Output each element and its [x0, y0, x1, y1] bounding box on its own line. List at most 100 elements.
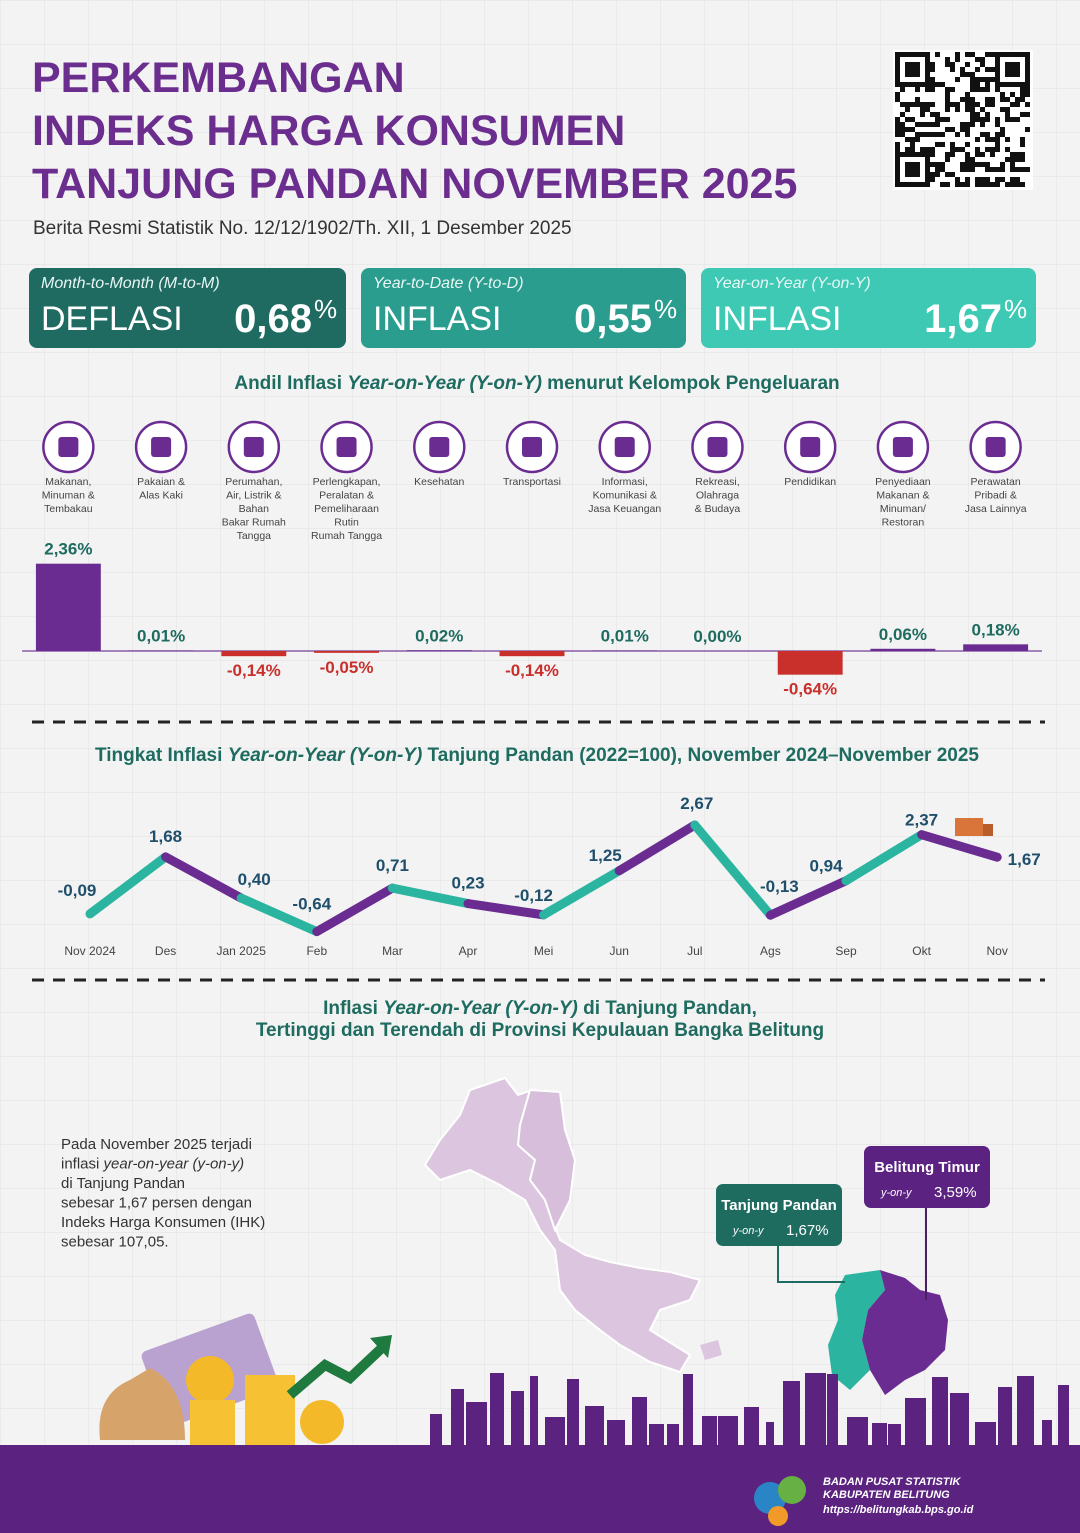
qr-cell [1010, 102, 1015, 107]
qr-cell [995, 147, 1000, 152]
qr-cell [1010, 92, 1015, 97]
bar [221, 651, 287, 657]
skyline-building [490, 1373, 504, 1446]
title-line: INDEKS HARGA KONSUMEN [32, 107, 625, 155]
qr-cell [965, 162, 970, 167]
category-label-line: Rumah Tangga [311, 530, 382, 542]
qr-cell [955, 147, 960, 152]
category-label: Perumahan, Air, Listrik & Bahan Bakar Rumah… [222, 476, 286, 542]
value-label: -0,09 [58, 881, 97, 900]
category-label-line: Jasa Lainnya [965, 503, 1027, 515]
qr-cell [1000, 127, 1005, 132]
qr-cell [1010, 117, 1015, 122]
bar [35, 563, 101, 651]
qr-cell [945, 172, 950, 177]
skyline-building [783, 1381, 800, 1446]
category-label: Rekreasi, Olahraga & Budaya [695, 476, 741, 515]
qr-cell [905, 147, 910, 152]
qr-cell [1020, 182, 1025, 187]
qr-cell [990, 67, 995, 72]
qr-cell [930, 112, 935, 117]
summary-status: INFLASI [713, 300, 841, 338]
qr-cell [965, 97, 970, 102]
qr-cell [995, 182, 1000, 187]
qr-cell [1020, 157, 1025, 162]
qr-cell [985, 132, 990, 137]
qr-cell [895, 127, 900, 132]
value-label: -0,64 [292, 895, 331, 914]
qr-cell [900, 112, 905, 117]
callout-name: Belitung Timur [874, 1159, 980, 1176]
qr-cell [1015, 102, 1020, 107]
value-label: -0,14% [227, 661, 281, 680]
qr-cell [930, 147, 935, 152]
skyline-building [649, 1424, 664, 1446]
qr-finder [1005, 62, 1020, 77]
map-tanjung-pandan [828, 1270, 885, 1390]
qr-cell [955, 182, 960, 187]
value-label: -0,64% [783, 680, 837, 699]
skyline-building [430, 1414, 442, 1446]
qr-cell [1000, 132, 1005, 137]
qr-cell [955, 102, 960, 107]
skyline-building [451, 1389, 464, 1446]
qr-cell [1010, 162, 1015, 167]
summary-status: DEFLASI [41, 300, 183, 338]
qr-cell [950, 102, 955, 107]
qr-cell [990, 147, 995, 152]
qr-cell [970, 117, 975, 122]
skyline-building [683, 1374, 693, 1446]
summary-box [361, 268, 686, 348]
qr-cell [1025, 92, 1030, 97]
x-tick-label: Jul [687, 944, 702, 958]
qr-cell [975, 117, 980, 122]
x-tick-label: Ags [760, 944, 781, 958]
qr-cell [980, 162, 985, 167]
qr-cell [975, 137, 980, 142]
qr-cell [960, 182, 965, 187]
map-title-part: Inflasi [323, 998, 383, 1019]
qr-cell [1020, 92, 1025, 97]
qr-cell [940, 167, 945, 172]
qr-cell [925, 122, 930, 127]
category-icon-glyph [707, 437, 728, 457]
qr-cell [970, 87, 975, 92]
qr-cell [985, 117, 990, 122]
x-tick-label: Okt [912, 944, 931, 958]
qr-cell [1025, 102, 1030, 107]
qr-cell [945, 102, 950, 107]
summary-unit: % [654, 294, 677, 324]
category-icon-glyph [800, 437, 821, 457]
qr-cell [1010, 157, 1015, 162]
value-label: -0,05% [320, 658, 374, 677]
category-label-line: Makanan & [876, 490, 929, 502]
qr-cell [985, 182, 990, 187]
summary-value: 1,67 [924, 297, 1002, 341]
value-label: 2,67 [680, 794, 713, 813]
qr-cell [945, 182, 950, 187]
qr-cell [930, 172, 935, 177]
qr-cell [915, 137, 920, 142]
map-region [700, 1340, 722, 1360]
qr-cell [955, 132, 960, 137]
qr-cell [950, 147, 955, 152]
value-label: -0,12 [514, 886, 553, 905]
skyline-building [1058, 1385, 1069, 1446]
paragraph-line: sebesar 107,05. [61, 1234, 169, 1251]
qr-cell [985, 147, 990, 152]
skyline-building [585, 1406, 604, 1446]
chart-title: Andil Inflasi Year-on-Year (Y-on-Y) menu… [234, 373, 839, 394]
qr-cell [950, 127, 955, 132]
qr-cell [950, 62, 955, 67]
qr-cell [980, 62, 985, 67]
qr-cell [975, 112, 980, 117]
qr-cell [1015, 157, 1020, 162]
value-label: 0,94 [809, 857, 843, 876]
value-label: 0,01% [137, 627, 185, 646]
map [423, 1076, 990, 1395]
qr-cell [985, 87, 990, 92]
callout-value: 3,59% [934, 1184, 977, 1201]
x-tick-label: Sep [835, 944, 857, 958]
category-label-line: Perawatan [971, 476, 1021, 488]
